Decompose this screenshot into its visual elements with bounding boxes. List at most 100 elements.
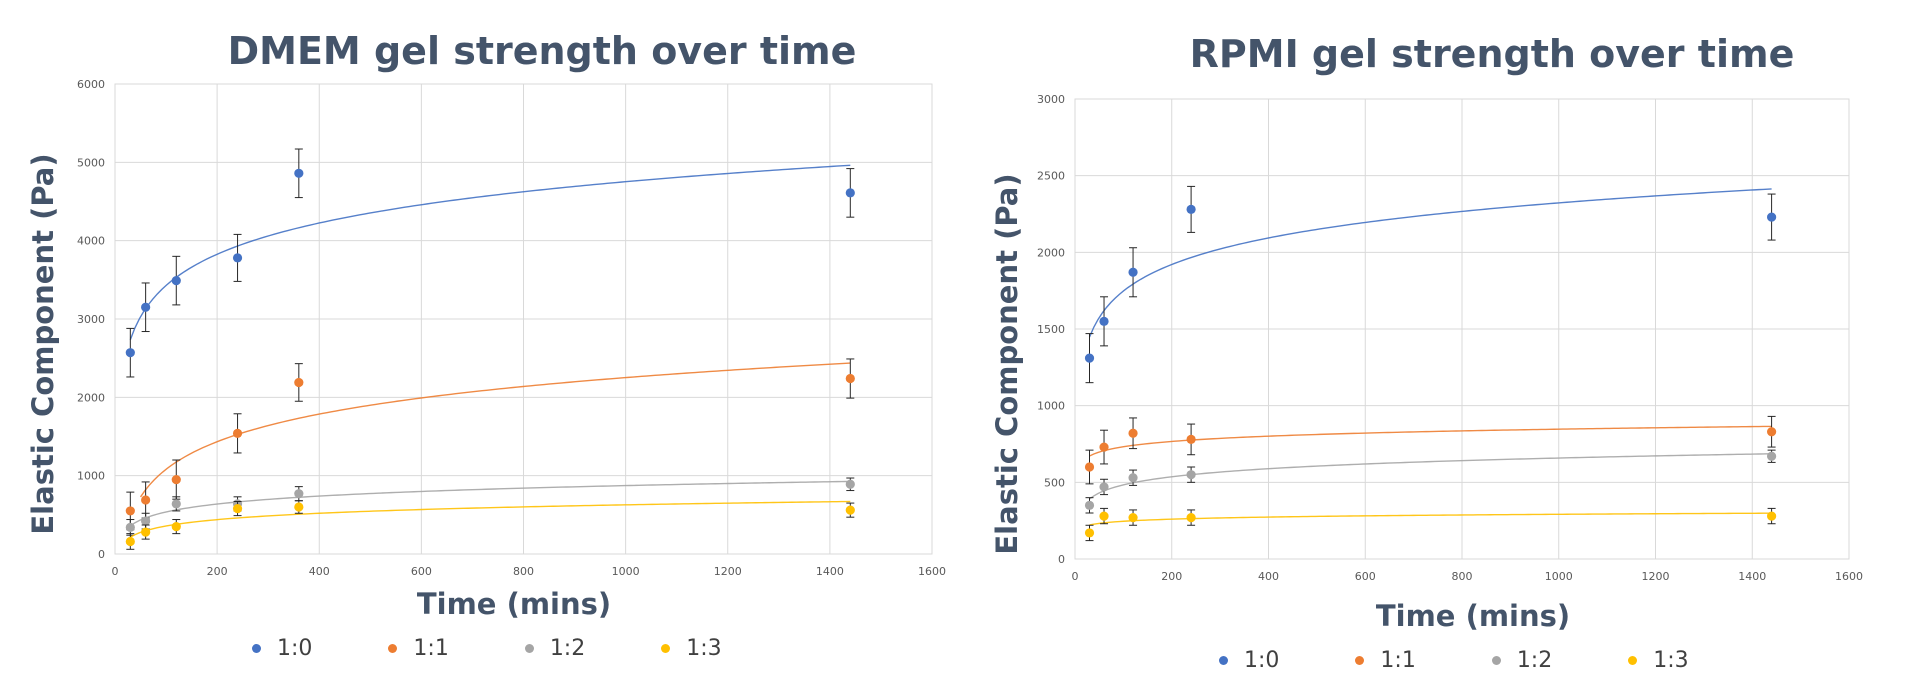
legend-label: 1:1 — [1380, 648, 1416, 673]
data-point — [141, 516, 151, 526]
x-axis-label: Time (mins) — [417, 587, 611, 621]
legend-label: 1:3 — [686, 636, 722, 661]
data-point — [125, 348, 135, 358]
series-1-3 — [1084, 507, 1777, 542]
legend-marker-icon — [1219, 656, 1228, 665]
x-tick-label: 0 — [112, 565, 119, 578]
y-tick-label: 0 — [98, 548, 105, 561]
x-tick-label: 1400 — [816, 565, 844, 578]
data-point — [1767, 451, 1777, 461]
data-point — [1128, 267, 1138, 277]
x-tick-label: 800 — [513, 565, 534, 578]
legend-label: 1:2 — [549, 636, 586, 661]
data-point — [141, 302, 151, 312]
series-1-2 — [125, 477, 855, 536]
x-tick-label: 200 — [207, 565, 228, 578]
trendline — [1089, 512, 1772, 526]
legend-item: 1:1 — [1355, 648, 1416, 673]
data-point — [1128, 513, 1138, 523]
data-point — [294, 168, 304, 178]
data-point — [125, 506, 135, 516]
x-tick-label: 1600 — [918, 565, 946, 578]
y-tick-label: 3000 — [77, 313, 105, 326]
series-1-1 — [1084, 415, 1777, 485]
data-point — [1099, 511, 1109, 521]
data-point — [171, 276, 181, 286]
data-point — [1084, 353, 1095, 363]
legend-marker-icon — [524, 644, 534, 653]
x-tick-label: 200 — [1161, 570, 1182, 583]
series-1-0 — [125, 148, 855, 378]
data-point — [1186, 470, 1196, 480]
data-point — [1128, 473, 1138, 483]
x-tick-label: 600 — [411, 565, 432, 578]
data-point — [845, 505, 855, 515]
chart-title: RPMI gel strength over time — [1190, 32, 1795, 76]
x-tick-label: 1400 — [1738, 570, 1766, 583]
data-point — [1099, 316, 1109, 326]
data-point — [294, 377, 304, 388]
y-tick-label: 5000 — [77, 156, 105, 169]
data-point — [1084, 500, 1095, 510]
trendline — [129, 164, 851, 341]
data-point — [1767, 511, 1777, 521]
x-tick-label: 0 — [1072, 570, 1079, 583]
legend-item: 1:0 — [1219, 648, 1279, 673]
legend-marker-icon — [661, 644, 671, 653]
x-tick-label: 1000 — [612, 565, 640, 578]
legend-label: 1:3 — [1653, 648, 1689, 673]
data-point — [1767, 427, 1777, 437]
y-tick-label: 2000 — [77, 391, 105, 404]
plot-border — [114, 83, 933, 555]
dmem-chart: DMEM gel strength over time 0 200 400 600 80… — [26, 29, 946, 621]
trendline — [1089, 453, 1772, 500]
series-1-2 — [1084, 449, 1777, 514]
data-point — [171, 474, 181, 485]
y-axis-label: Elastic Component (Pa) — [26, 153, 60, 534]
y-tick-label: 4000 — [77, 235, 105, 248]
legend-item: 1:2 — [524, 636, 586, 661]
x-tick-label: 1000 — [1545, 570, 1573, 583]
legend-marker-icon — [1355, 656, 1365, 665]
data-point — [1084, 528, 1095, 538]
legend-marker-icon — [252, 644, 261, 653]
y-tick-label: 2500 — [1037, 170, 1065, 183]
y-tick-label: 6000 — [77, 78, 105, 91]
data-point — [1084, 462, 1095, 472]
x-tick-label: 1200 — [714, 565, 742, 578]
rpmi-legend: 1:0 1:1 1:2 1:3 — [1219, 648, 1765, 673]
y-tick-label: 0 — [1058, 553, 1065, 566]
legend-item: 1:2 — [1491, 648, 1553, 673]
x-axis-label: Time (mins) — [1376, 599, 1570, 633]
legend-marker-icon — [388, 644, 398, 653]
legend-label: 1:1 — [413, 636, 449, 661]
series-1-0 — [1084, 185, 1777, 384]
y-axis-label: Elastic Component (Pa) — [990, 173, 1024, 554]
legend-marker-icon — [1628, 656, 1638, 665]
legend-label: 1:2 — [1516, 648, 1553, 673]
data-point — [845, 188, 855, 198]
plot-area: 0 200 400 600 800 1000 1200 1400 1600 0 500 1000 150… — [1037, 93, 1863, 583]
legend-item: 1:0 — [252, 636, 312, 661]
y-tick-label: 500 — [1044, 476, 1065, 489]
data-point — [141, 495, 151, 505]
legend-label: 1:0 — [1244, 648, 1280, 673]
data-point — [1186, 204, 1196, 214]
plot-border — [1074, 98, 1850, 560]
x-tick-label: 800 — [1452, 570, 1473, 583]
trendline — [1088, 188, 1772, 338]
legend-item: 1:3 — [661, 636, 722, 661]
data-point — [171, 499, 181, 509]
data-point — [1128, 428, 1138, 438]
y-tick-label: 1000 — [1037, 400, 1065, 413]
data-point — [141, 527, 151, 537]
data-point — [232, 253, 243, 263]
data-point — [1099, 442, 1109, 452]
legend-item: 1:3 — [1628, 648, 1689, 673]
data-point — [1099, 482, 1109, 492]
data-point — [294, 489, 304, 499]
y-tick-label: 3000 — [1037, 93, 1065, 106]
x-tick-label: 1600 — [1835, 570, 1863, 583]
trendline — [139, 362, 851, 498]
data-point — [171, 521, 181, 532]
